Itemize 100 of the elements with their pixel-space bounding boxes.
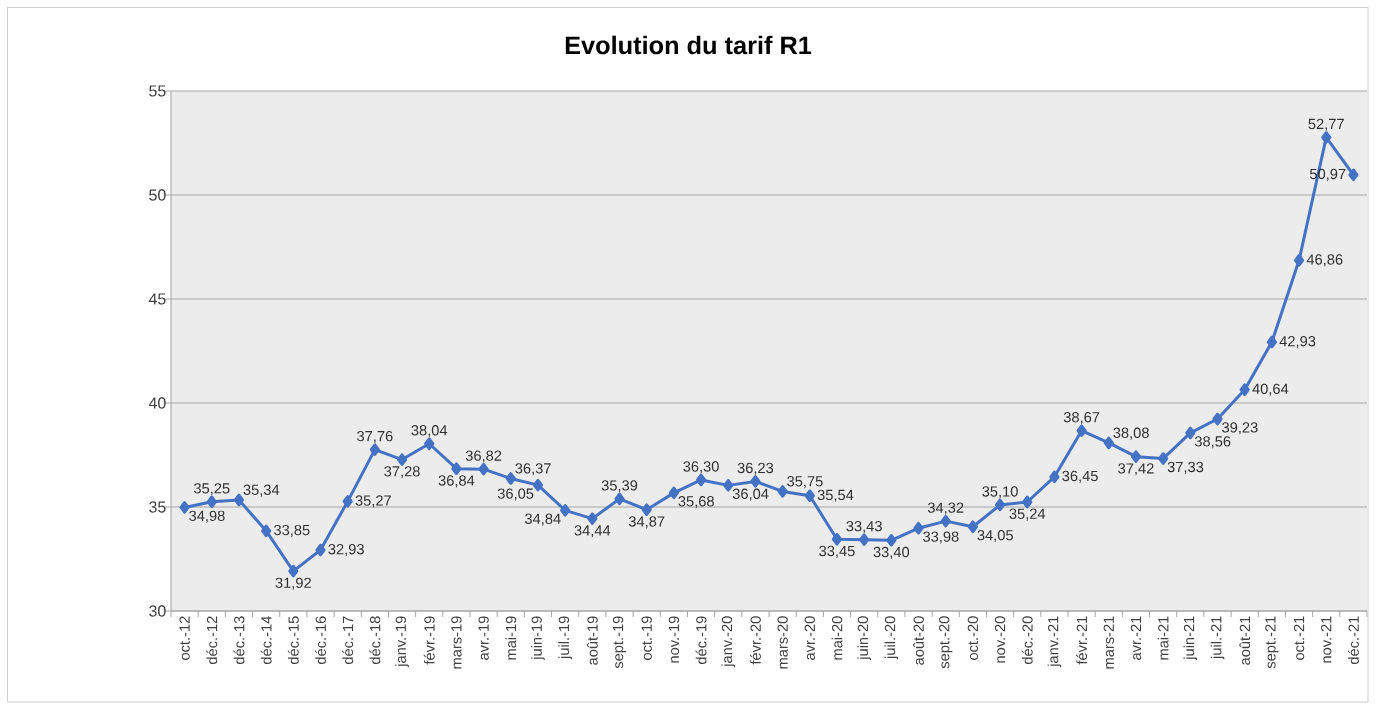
point <box>1266 335 1277 349</box>
x-tick-label: déc.-16 <box>315 616 326 665</box>
point <box>206 495 217 509</box>
point <box>723 479 734 492</box>
x-tick-label: sept.-21 <box>1265 616 1279 669</box>
point <box>750 475 761 488</box>
point <box>1239 383 1250 396</box>
x-tick-label: août-21 <box>1239 616 1251 665</box>
x-tick-label: mai-19 <box>505 616 517 660</box>
data-label: 34,87 <box>628 516 665 529</box>
data-label: 33,40 <box>873 546 910 559</box>
data-label: 33,45 <box>819 545 855 558</box>
point <box>1293 254 1305 267</box>
point <box>804 489 815 503</box>
point <box>1321 131 1332 144</box>
data-label: 32,93 <box>328 544 364 557</box>
point <box>315 543 326 557</box>
y-tick-label: 50 <box>149 189 166 201</box>
data-label: 36,84 <box>438 475 475 488</box>
data-label: 34,84 <box>525 513 561 526</box>
y-tick-label: 35 <box>149 501 166 513</box>
point <box>396 453 408 466</box>
x-tick-label: janv.-19 <box>395 616 409 668</box>
data-label: 36,82 <box>465 450 502 463</box>
x-tick-label: déc.-20 <box>1021 616 1033 665</box>
x-tick-label: avr.-21 <box>1130 616 1142 660</box>
data-label: 33,43 <box>846 521 882 534</box>
point <box>831 532 843 546</box>
point <box>179 501 190 514</box>
data-label: 35,54 <box>817 489 854 502</box>
x-tick-label: mars-20 <box>777 616 788 669</box>
x-tick-label: oct.-20 <box>967 616 979 660</box>
point <box>668 486 679 500</box>
data-label: 33,85 <box>274 524 310 537</box>
point <box>478 462 489 476</box>
data-label: 35,10 <box>982 486 1018 499</box>
data-label: 36,30 <box>683 461 719 474</box>
x-tick-label: sept.-19 <box>612 616 627 669</box>
data-label: 35,27 <box>355 495 391 508</box>
x-tick-label: août-19 <box>586 616 598 665</box>
point <box>532 478 544 492</box>
data-label: 39,23 <box>1222 422 1258 435</box>
data-label: 36,04 <box>732 488 769 501</box>
x-tick-label: janv.-20 <box>721 616 736 668</box>
y-tick-label: 30 <box>149 605 166 617</box>
data-label: 38,04 <box>411 425 448 438</box>
data-label: 37,76 <box>357 430 393 444</box>
data-label: 31,92 <box>275 577 311 590</box>
data-label: 35,24 <box>1009 508 1046 521</box>
data-label: 37,33 <box>1167 461 1204 474</box>
data-label: 46,86 <box>1306 254 1343 267</box>
point <box>587 512 598 525</box>
point <box>1103 436 1114 450</box>
data-label: 42,93 <box>1279 336 1316 349</box>
point <box>1076 424 1087 437</box>
x-tick-label: juil.-21 <box>1210 616 1225 660</box>
x-tick-label: nov.-21 <box>1321 616 1332 663</box>
point <box>451 462 462 476</box>
y-tick-label: 45 <box>148 293 166 305</box>
x-tick-label: mai-21 <box>1157 616 1169 660</box>
point <box>967 520 978 534</box>
x-tick-label: janv.-21 <box>1047 616 1062 668</box>
x-tick-label: déc.-17 <box>342 616 354 665</box>
point <box>886 533 897 547</box>
point <box>614 492 625 506</box>
point <box>940 514 951 528</box>
data-label: 35,25 <box>193 483 230 496</box>
x-tick-label: déc.-14 <box>260 616 272 665</box>
x-tick-label: déc.-19 <box>695 616 707 665</box>
point <box>859 533 870 546</box>
y-tick-label: 40 <box>148 397 166 409</box>
x-tick-label: nov.-20 <box>994 616 1006 663</box>
x-tick-label: déc.-21 <box>1347 616 1359 665</box>
x-tick-label: juin-21 <box>1183 616 1198 661</box>
data-label: 35,68 <box>678 496 714 509</box>
data-label: 34,44 <box>574 525 611 538</box>
data-label: 35,75 <box>787 476 823 489</box>
x-tick-label: févr.-20 <box>749 616 761 665</box>
x-tick-label: oct.-19 <box>641 616 652 660</box>
x-tick-label: oct.-12 <box>179 616 190 660</box>
data-label: 36,23 <box>737 462 774 475</box>
x-tick-label: déc.-12 <box>206 616 218 665</box>
point <box>994 498 1006 512</box>
data-label: 36,45 <box>1062 470 1098 483</box>
data-label: 34,32 <box>927 502 964 515</box>
x-tick-label: nov.-19 <box>668 616 680 663</box>
data-label: 38,67 <box>1063 412 1100 425</box>
point <box>233 493 245 507</box>
data-label: 35,34 <box>243 484 280 497</box>
data-label: 38,08 <box>1113 427 1149 440</box>
point <box>913 521 924 535</box>
x-tick-label: juil.-19 <box>558 616 572 660</box>
point <box>288 564 299 578</box>
x-tick-label: juin-19 <box>531 616 545 661</box>
point <box>1158 452 1169 465</box>
point <box>1130 450 1142 463</box>
point <box>1348 168 1359 182</box>
point <box>1212 412 1223 426</box>
data-label: 38,56 <box>1194 436 1231 449</box>
x-tick-label: déc.-13 <box>233 616 245 665</box>
